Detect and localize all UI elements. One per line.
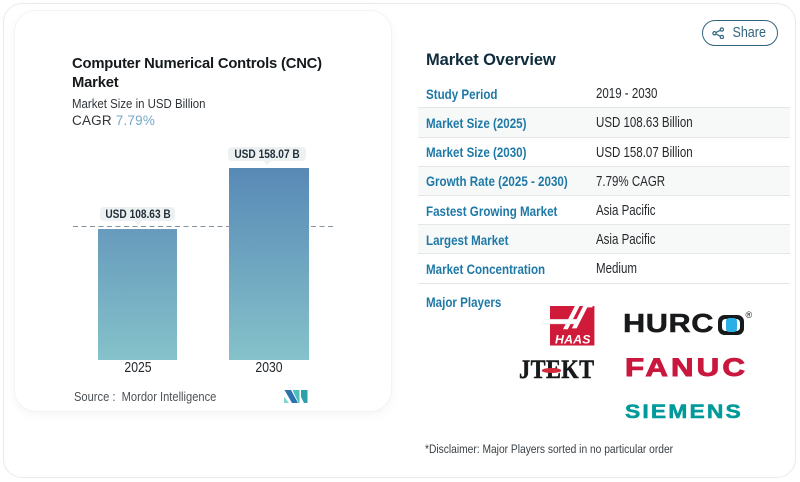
svg-text:HAAS: HAAS: [555, 332, 591, 346]
